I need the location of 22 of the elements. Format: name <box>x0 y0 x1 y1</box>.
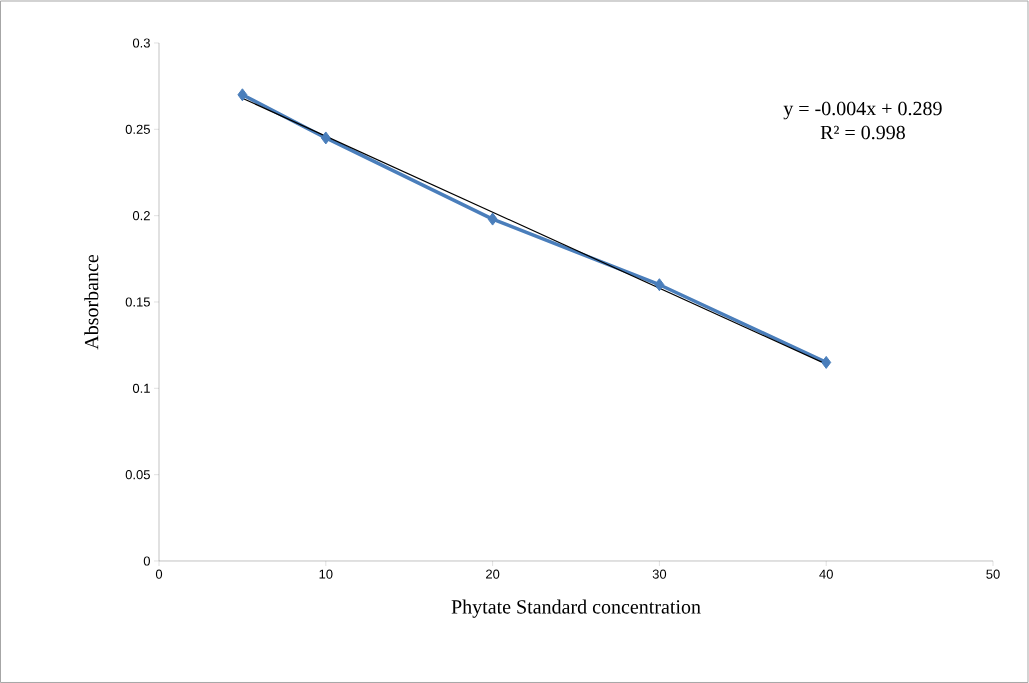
y-tick-label: 0 <box>143 556 150 566</box>
y-tick-label: 0.3 <box>132 38 150 48</box>
point <box>487 212 498 226</box>
x-tick-label: 30 <box>652 569 667 579</box>
point <box>654 278 665 292</box>
y-tick-label: 0.1 <box>132 383 150 393</box>
point <box>237 88 248 102</box>
x-tick-label: 20 <box>486 569 500 579</box>
y-axis-title: Absorbance <box>84 254 99 350</box>
y-tick-label: 0.2 <box>132 211 150 221</box>
point <box>320 131 331 145</box>
y-tick-label: 0.05 <box>125 470 150 480</box>
y-tick-label: 0.25 <box>125 124 150 134</box>
x-tick-label: 50 <box>986 569 1000 579</box>
x-axis-title: Phytate Standard concentration <box>451 599 701 618</box>
y-tick-label: 0.15 <box>125 297 150 307</box>
x-tick-label: 10 <box>319 569 333 579</box>
x-tick-label: 40 <box>819 569 833 579</box>
x-tick-label: 0 <box>155 569 163 579</box>
annotation: y = -0.004x + 0.289 <box>783 101 942 120</box>
point <box>821 355 832 369</box>
annotation: R² = 0.998 <box>820 125 905 140</box>
